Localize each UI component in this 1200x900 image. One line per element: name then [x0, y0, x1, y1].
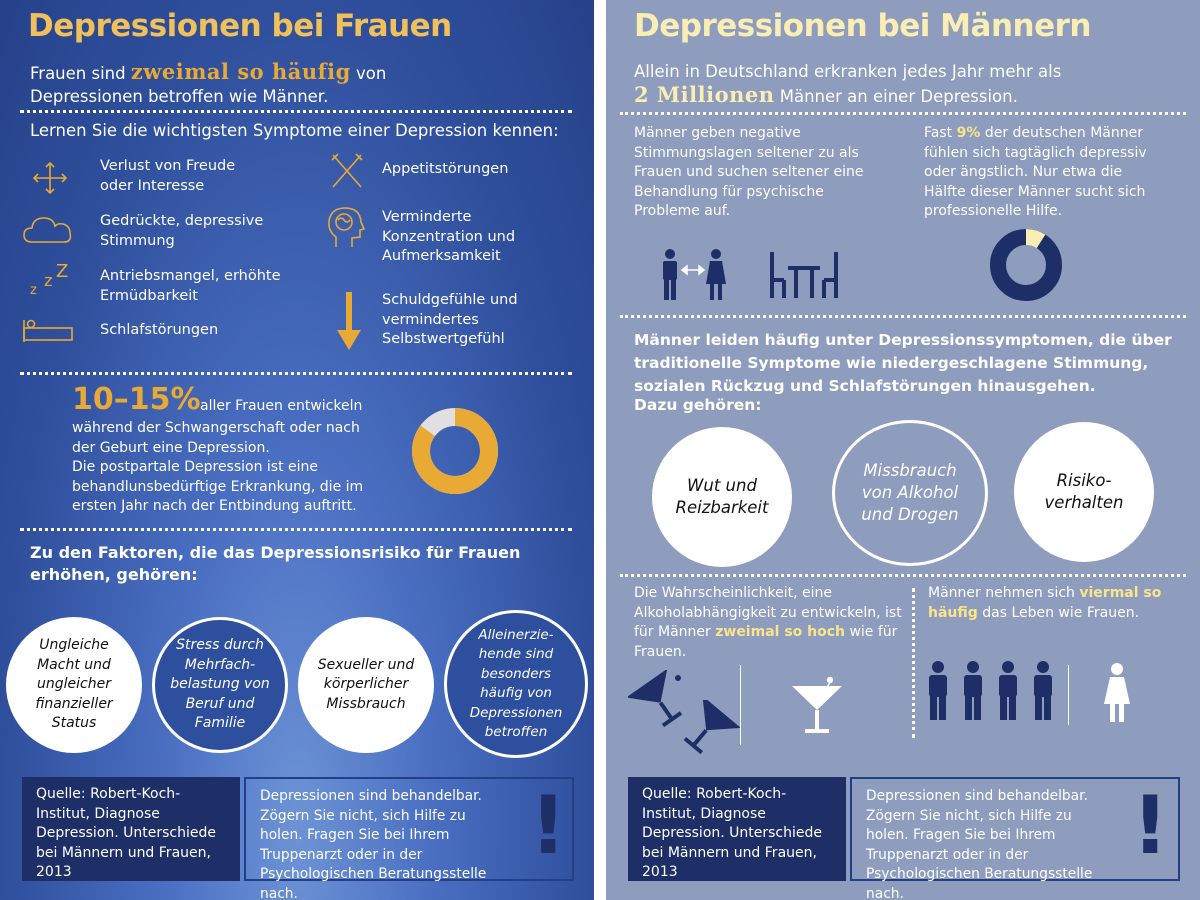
divider: [620, 112, 1186, 115]
donut-segment: [990, 229, 1062, 301]
stat-text-c: Die postpartale Depression ist eine beha…: [72, 459, 364, 514]
factor-circle-stress: Stress durch Mehrfach- belastung von Ber…: [152, 617, 288, 753]
cocktail-glass-icon: [792, 676, 842, 733]
women-title: Depressionen bei Frauen: [28, 8, 452, 44]
factor-circle-inequality: Ungleiche Macht und ungleicher finanziel…: [6, 617, 142, 753]
men-panel: Depressionen bei Männern Allein in Deuts…: [606, 0, 1200, 900]
stat-text-b: während der Schwangerschaft oder nach de…: [72, 420, 360, 456]
factors-heading: Zu den Faktoren, die das Depressionsrisi…: [30, 543, 521, 584]
exclamation-icon: !: [530, 779, 567, 872]
suicide-text: Männer nehmen sich viermal so häufig das…: [928, 584, 1176, 623]
women-intro-text: Frauen sind: [30, 64, 126, 83]
divider: [20, 372, 572, 375]
symptoms-heading: Lernen Sie die wichtigsten Symptome eine…: [30, 121, 559, 140]
alcohol-text-a: Die Wahrscheinlichkeit, eine Alkoholabhä…: [634, 585, 902, 640]
men-intro-text: Allein in Deutschland erkranken jedes Ja…: [634, 62, 1062, 81]
symptom-depressed-mood: Gedrückte, depressive Stimmung: [100, 213, 264, 249]
cocktail-glass-icon: [683, 700, 741, 755]
men-intro-accent: 2 Millionen: [634, 82, 775, 107]
factor-text: Alleinerzie- hende sind besonders häufig…: [469, 626, 563, 741]
bed-icon: [23, 319, 73, 342]
men-stat-text-b: der deutschen Männer fühlen sich tagtägl…: [924, 125, 1147, 219]
symptom-loss-of-joy: Verlust von Freude oder Interesse: [100, 158, 236, 194]
suicide-text-a: Männer nehmen sich: [928, 585, 1075, 601]
symptom-appetite: Appetitstörungen: [382, 161, 509, 177]
men-circle-substance-abuse: Missbrauch von Alkohol und Drogen: [832, 420, 988, 566]
svg-text:z: z: [30, 283, 37, 298]
vertical-divider: [912, 588, 915, 738]
alcohol-text-b: wie für Frauen.: [634, 624, 898, 660]
four-men-icon: [929, 661, 1052, 720]
women-intro-accent: zweimal so häufig: [130, 59, 351, 84]
factor-text: Ungleiche Macht und ungleicher finanziel…: [35, 637, 113, 732]
men-stat-text: Fast: [924, 125, 953, 141]
men-circle-risk-behavior: Risiko- verhalten: [1014, 422, 1154, 562]
men-title: Depressionen bei Männern: [634, 8, 1091, 44]
factor-circle-abuse: Sexueller und körperlicher Missbrauch: [298, 617, 434, 753]
men-intro-text-b: Männer an einer Depression.: [779, 87, 1018, 106]
divider: [620, 315, 1186, 318]
head-brain-icon: [328, 207, 366, 247]
fork-knife-icon: [331, 153, 363, 188]
circle-text: Wut und Reizbarkeit: [675, 476, 769, 517]
symptom-concentration: Verminderte Konzentration und Aufmerksam…: [382, 209, 516, 264]
women-intro-text-b: von: [356, 64, 387, 83]
men-symptoms-paragraph: Männer leiden häufig unter Depressionssy…: [634, 331, 1172, 395]
men-daily-depressed-text: Fast 9% der deutschen Männer fühlen sich…: [924, 124, 1164, 222]
divider: [20, 528, 572, 531]
separator: [740, 665, 741, 745]
divider: [20, 110, 572, 113]
sleep-zzz-icon: z z Z: [30, 262, 68, 298]
arrows-expand-icon: [32, 161, 68, 195]
source-box: Quelle: Robert-Koch-Institut, Diagnose D…: [628, 777, 846, 881]
men-nine-percent-donut-chart: [990, 229, 1062, 301]
help-box: Depressionen sind behandelbar. Zögern Si…: [244, 777, 574, 900]
factor-text: Sexueller und körperlicher Missbrauch: [317, 656, 415, 712]
alcohol-text: Die Wahrscheinlichkeit, eine Alkoholabhä…: [634, 584, 904, 662]
symptom-sleep-disorder: Schlafstörungen: [100, 322, 219, 338]
separator: [1068, 665, 1069, 725]
men-symptoms-tail: Dazu gehören:: [634, 396, 762, 414]
circle-text: Missbrauch von Alkohol und Drogen: [861, 461, 959, 524]
donut-segment: [412, 408, 498, 494]
women-panel: Depressionen bei Frauen Frauen sind zwei…: [0, 0, 594, 900]
suicide-text-b: das Leben wie Frauen.: [982, 604, 1140, 621]
svg-text:z: z: [44, 271, 52, 290]
stat-text-a: aller Frauen entwickeln: [200, 398, 363, 414]
symptom-guilt: Schuldgefühle und vermindertes Selbstwer…: [382, 292, 518, 347]
suicide-highlight: viermal so häufig: [928, 585, 1162, 621]
cocktail-glass-icon: [628, 670, 683, 728]
men-circle-anger: Wut und Reizbarkeit: [652, 427, 792, 567]
factor-circle-single-parents: Alleinerzie- hende sind besonders häufig…: [444, 610, 588, 758]
source-box: Quelle: Robert-Koch-Institut, Diagnose D…: [22, 777, 240, 881]
men-stat-highlight: 9%: [956, 125, 981, 141]
table-chairs-icon: [770, 252, 838, 298]
alcohol-highlight: zweimal so hoch: [715, 624, 845, 640]
men-help-seeking-text: Männer geben negative Stimmungslagen sel…: [634, 125, 864, 219]
divider: [620, 574, 1186, 577]
woman-icon: [1104, 663, 1130, 722]
exclamation-icon: !: [1132, 779, 1169, 872]
down-arrow-icon: [337, 292, 361, 350]
symptom-fatigue: Antriebsmangel, erhöhte Ermüdbarkeit: [100, 268, 281, 304]
man-woman-icon: [663, 249, 726, 300]
circle-text: Risiko- verhalten: [1044, 471, 1124, 512]
postpartum-donut-chart: [412, 408, 498, 494]
cloud-icon: [23, 217, 72, 243]
help-box: Depressionen sind behandelbar. Zögern Si…: [850, 777, 1180, 900]
men-intro: Allein in Deutschland erkranken jedes Ja…: [634, 60, 1194, 108]
stat-value: 10–15%: [72, 382, 201, 417]
women-intro: Frauen sind zweimal so häufig von Depres…: [30, 60, 570, 108]
factor-text: Stress durch Mehrfach- belastung von Ber…: [170, 637, 270, 732]
women-intro-text-c: Depressionen betroffen wie Männer.: [30, 87, 329, 106]
svg-text:Z: Z: [56, 262, 68, 282]
